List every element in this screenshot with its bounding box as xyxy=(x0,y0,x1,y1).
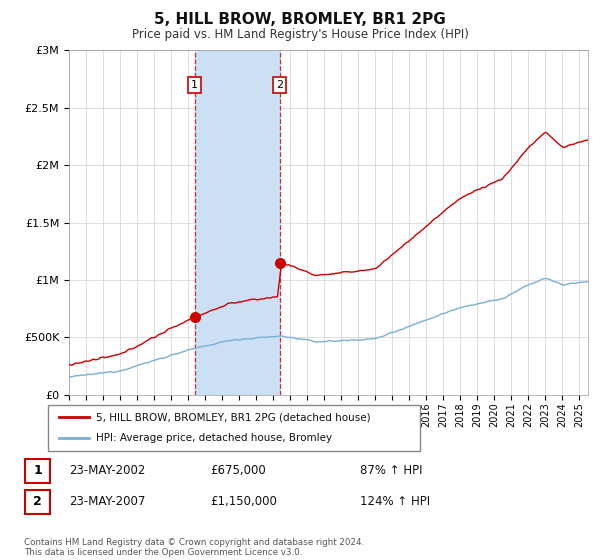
Text: 23-MAY-2007: 23-MAY-2007 xyxy=(69,495,145,508)
Text: £1,150,000: £1,150,000 xyxy=(210,495,277,508)
Text: £675,000: £675,000 xyxy=(210,464,266,478)
FancyBboxPatch shape xyxy=(25,489,50,514)
Text: 2: 2 xyxy=(276,80,283,90)
Text: 23-MAY-2002: 23-MAY-2002 xyxy=(69,464,145,478)
Text: HPI: Average price, detached house, Bromley: HPI: Average price, detached house, Brom… xyxy=(97,433,332,444)
Text: 1: 1 xyxy=(191,80,198,90)
Bar xyxy=(194,50,280,395)
FancyBboxPatch shape xyxy=(48,405,420,451)
Text: 5, HILL BROW, BROMLEY, BR1 2PG (detached house): 5, HILL BROW, BROMLEY, BR1 2PG (detached… xyxy=(97,412,371,422)
Text: Price paid vs. HM Land Registry's House Price Index (HPI): Price paid vs. HM Land Registry's House … xyxy=(131,28,469,41)
Text: 87% ↑ HPI: 87% ↑ HPI xyxy=(360,464,422,478)
Text: 2: 2 xyxy=(33,495,42,508)
Text: 124% ↑ HPI: 124% ↑ HPI xyxy=(360,495,430,508)
Text: Contains HM Land Registry data © Crown copyright and database right 2024.
This d: Contains HM Land Registry data © Crown c… xyxy=(24,538,364,557)
Text: 5, HILL BROW, BROMLEY, BR1 2PG: 5, HILL BROW, BROMLEY, BR1 2PG xyxy=(154,12,446,27)
FancyBboxPatch shape xyxy=(25,459,50,483)
Text: 1: 1 xyxy=(33,464,42,478)
